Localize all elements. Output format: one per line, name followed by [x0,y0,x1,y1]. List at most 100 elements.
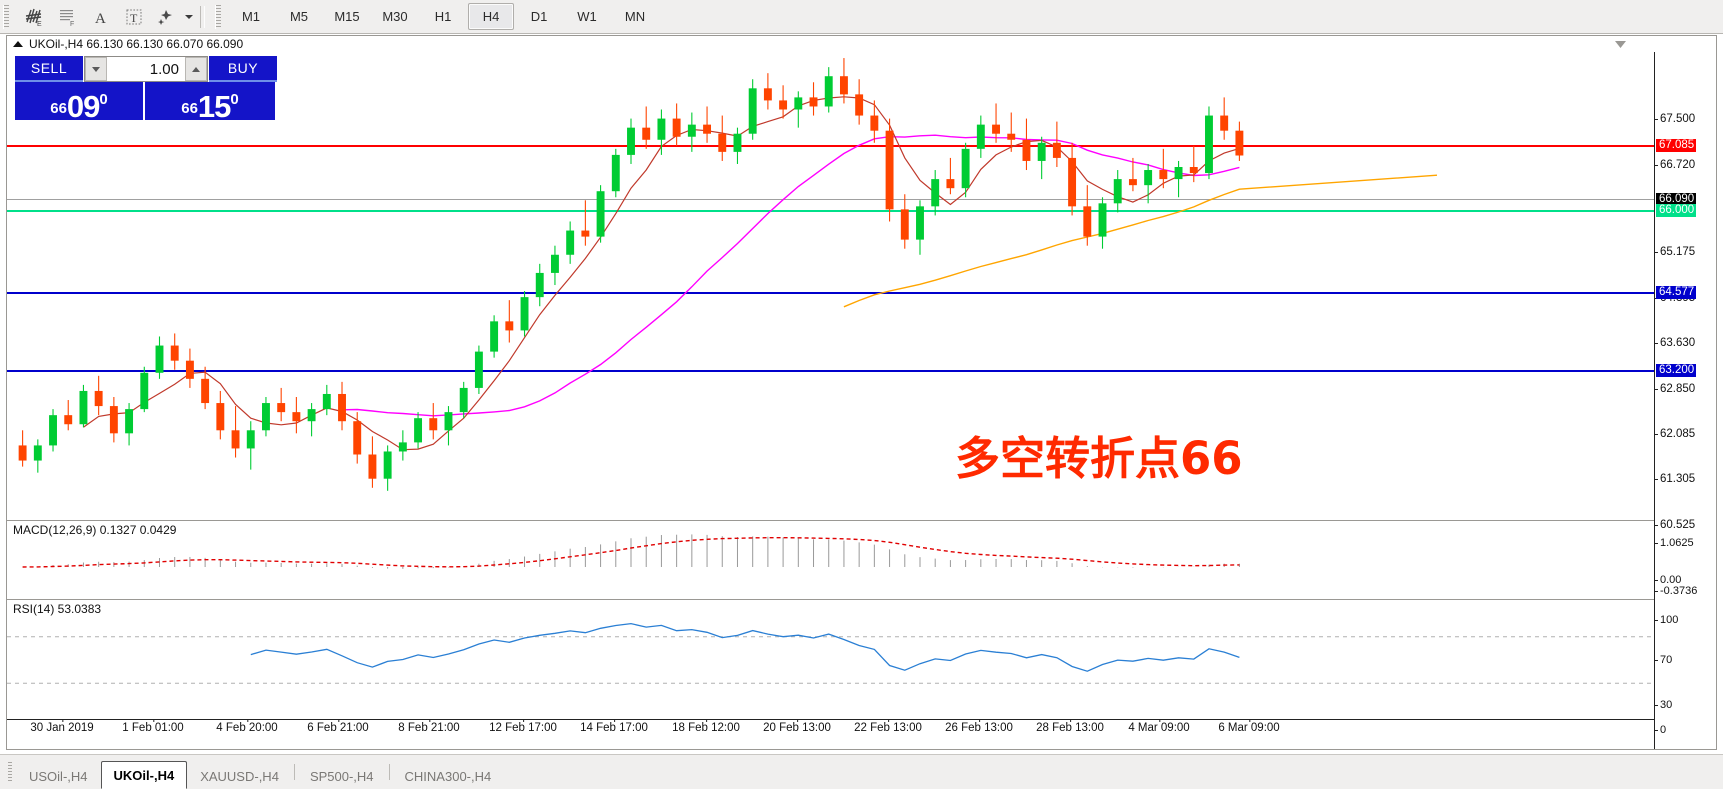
price-tick-label: 63.630 [1655,337,1695,349]
candlestick-series [18,58,1438,491]
timeframe-w1[interactable]: W1 [577,9,597,24]
buy-price-display[interactable]: 66 15 0 [145,82,275,124]
tab-divider [388,764,390,780]
rsi-axis-label: 70 [1655,654,1672,666]
sell-price-pips: 09 [66,89,100,124]
time-tick-label: 14 Feb 17:00 [580,719,648,734]
grid-icon[interactable]: F [52,2,83,31]
svg-text:E: E [37,21,42,27]
macd-label: MACD(12,26,9) 0.1327 0.0429 [13,523,177,537]
rsi-axis-label: 30 [1655,699,1672,711]
time-tick-label: 22 Feb 13:00 [854,719,922,734]
tab-china300-h4[interactable]: CHINA300-,H4 [404,768,492,784]
sell-price-fraction: 0 [99,91,108,108]
svg-text:A: A [95,11,106,27]
tab-usoil-h4[interactable]: USOil-,H4 [29,768,88,784]
text-tool-icon[interactable]: A [85,2,116,31]
time-tick-label: 30 Jan 2019 [30,719,94,734]
svg-text:T: T [130,11,138,25]
support-level-tag-1[interactable]: 64.577 [1656,286,1697,299]
buy-price-pips: 15 [197,89,231,124]
trade-panel-price-row: 66 09 0 66 15 0 [15,82,277,124]
rsi-axis-label: 0 [1655,724,1666,736]
tab-divider [293,764,295,780]
objects-icon[interactable] [151,2,182,31]
price-tick-label: 65.175 [1655,246,1695,258]
support-level-tag-2[interactable]: 63.200 [1656,364,1697,377]
chart-window: UKOil-,H4 66.130 66.130 66.070 66.090 多空… [6,35,1717,750]
macd-indicator-panel[interactable]: MACD(12,26,9) 0.1327 0.0429 [7,520,1654,593]
time-tick-label: 6 Mar 09:00 [1218,719,1280,734]
support-line-blue-1[interactable] [7,292,1654,294]
bid-level-tag[interactable]: 66.000 [1656,204,1697,217]
timeframe-mn[interactable]: MN [624,9,646,24]
price-tick-label: 61.305 [1655,473,1695,485]
last-price-line-gray [7,199,1654,200]
tabbar-grip[interactable] [8,762,12,782]
timeframe-m5[interactable]: M5 [289,9,309,24]
volume-increment-button[interactable] [185,57,207,81]
sell-price-big-figure: 66 [50,100,67,117]
rsi-label: RSI(14) 53.0383 [13,602,102,616]
support-line-blue-2[interactable] [7,370,1654,372]
timeframe-m30[interactable]: M30 [382,9,408,24]
toolbar-grip[interactable] [3,4,9,29]
buy-price-fraction: 0 [230,91,239,108]
price-plot-area[interactable]: 多空转折点66 [7,52,1654,512]
time-tick-label: 4 Mar 09:00 [1128,719,1190,734]
time-tick-label: 26 Feb 13:00 [945,719,1013,734]
collapse-triangle-icon[interactable] [13,41,23,47]
trade-panel-top-row: SELL 1.00 BUY [15,56,277,82]
toolbar-separator [200,5,205,28]
tab-ukoil-h4[interactable]: UKOil-,H4 [100,761,188,789]
main-toolbar: E F A T [0,0,1723,34]
indicators-icon[interactable]: E [19,2,50,31]
macd-series [22,534,1240,569]
time-tick-label: 12 Feb 17:00 [489,719,557,734]
buy-price-big-figure: 66 [181,100,198,117]
volume-stepper[interactable]: 1.00 [84,56,208,82]
time-tick-label: 18 Feb 12:00 [672,719,740,734]
timeframe-h4[interactable]: H4 [468,3,514,30]
timeframe-toolbar-grip[interactable] [215,4,221,29]
tab-xauusd-h4[interactable]: XAUUSD-,H4 [200,768,279,784]
symbol-ohlc-label: UKOil-,H4 66.130 66.130 66.070 66.090 [29,37,244,51]
price-tick-label: 66.720 [1655,159,1695,171]
time-tick-label: 8 Feb 21:00 [398,719,460,734]
timeframe-h1[interactable]: H1 [434,9,452,24]
rsi-indicator-panel[interactable]: RSI(14) 53.0383 [7,599,1654,720]
time-tick-label: 28 Feb 13:00 [1036,719,1104,734]
macd-axis-label: -0.3736 [1655,585,1697,597]
label-tool-icon[interactable]: T [118,2,149,31]
chart-scroll-knob[interactable] [1615,37,1626,48]
sell-button[interactable]: SELL [15,56,83,82]
chart-tab-bar: USOil-,H4 UKOil-,H4 XAUUSD-,H4 SP500-,H4… [0,754,1723,789]
time-tick-label: 1 Feb 01:00 [122,719,184,734]
timeframe-m15[interactable]: M15 [334,9,360,24]
buy-button[interactable]: BUY [209,56,277,82]
macd-axis-label: 1.0625 [1655,537,1694,549]
timeframe-m1[interactable]: M1 [241,9,261,24]
last-price-tag[interactable]: 66.090 [1656,193,1697,206]
time-axis[interactable]: 30 Jan 2019 1 Feb 01:00 4 Feb 20:00 6 Feb 2… [7,719,1654,749]
objects-dropdown-caret-icon[interactable] [185,14,193,19]
chevron-up-icon [192,66,200,72]
tab-sp500-h4[interactable]: SP500-,H4 [309,768,374,784]
one-click-trading-panel[interactable]: SELL 1.00 BUY 66 09 0 [15,56,277,124]
time-tick-label: 4 Feb 20:00 [216,719,278,734]
price-tick-label: 62.850 [1655,383,1695,395]
volume-decrement-button[interactable] [85,57,107,81]
price-axis[interactable]: 67.50066.72065.17564.39563.63062.85062.0… [1654,52,1716,749]
chart-annotation-text[interactable]: 多空转折点66 [955,432,1243,485]
price-tick-label: 60.525 [1655,519,1695,531]
resistance-line-red[interactable] [7,145,1654,147]
bid-line-green[interactable] [7,210,1654,212]
rsi-axis-label: 100 [1655,614,1678,626]
chart-symbol-bar: UKOil-,H4 66.130 66.130 66.070 66.090 [7,36,1716,52]
resistance-level-tag[interactable]: 67.085 [1656,139,1697,152]
sell-price-display[interactable]: 66 09 0 [15,82,145,124]
time-tick-label: 20 Feb 13:00 [763,719,831,734]
volume-input[interactable]: 1.00 [149,60,179,78]
timeframe-d1[interactable]: D1 [530,9,548,24]
